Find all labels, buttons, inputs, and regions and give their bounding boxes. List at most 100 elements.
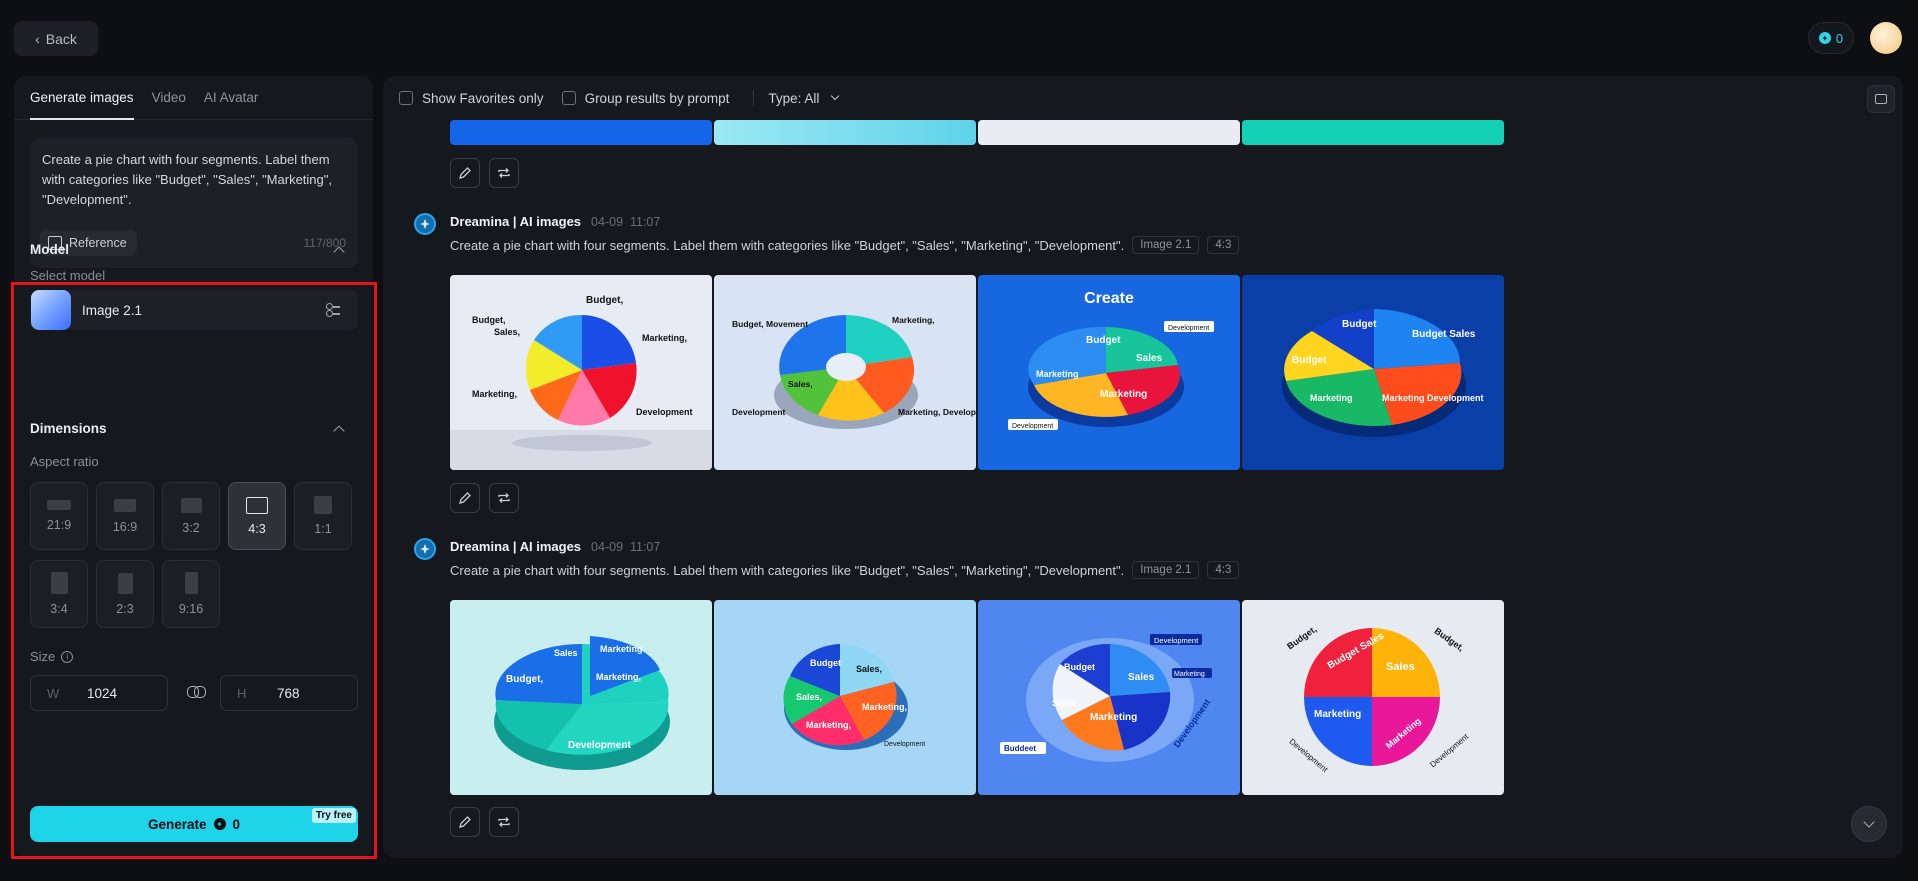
ratio-3-4[interactable]: 3:4 (30, 560, 88, 628)
checkbox[interactable] (399, 91, 413, 105)
ratio-label: 21:9 (46, 518, 72, 532)
ratio-16-9[interactable]: 16:9 (96, 482, 154, 550)
result-image[interactable]: Budget Budget Sales Budget Marketing Mar… (1242, 275, 1504, 470)
ratio-3-2[interactable]: 3:2 (162, 482, 220, 550)
info-icon[interactable]: i (61, 650, 74, 663)
ratio-shape-icon (117, 572, 133, 594)
tab-video[interactable]: Video (151, 90, 186, 105)
result-image[interactable] (978, 120, 1240, 145)
chart-label: Budget, (472, 315, 506, 325)
model-section-title: Model (30, 242, 69, 257)
width-input[interactable]: W 1024 (30, 675, 168, 711)
chart-label: Sales, (494, 327, 520, 337)
result-image[interactable]: Budget, Movement Marketing, Sales, Devel… (714, 275, 976, 470)
collapse-dimensions-icon[interactable] (333, 425, 345, 437)
regenerate-button[interactable] (489, 158, 519, 188)
result-image[interactable]: Budget, Sales Marketing Marketing, Devel… (450, 600, 712, 795)
ratio-shape-icon (47, 500, 71, 510)
credits-badge[interactable]: ✦ 0 (1808, 22, 1854, 54)
credits-count: 0 (1835, 30, 1844, 46)
ratio-1-1[interactable]: 1:1 (294, 482, 352, 550)
chart-label: Sales, (788, 379, 813, 389)
type-filter-dropdown[interactable]: Type: All (768, 91, 840, 106)
ratio-4-3[interactable]: 4:3 (228, 482, 286, 550)
settings-sliders-icon[interactable] (326, 303, 340, 317)
edit-button[interactable] (450, 483, 480, 513)
ratio-label: 2:3 (116, 601, 134, 616)
regenerate-button[interactable] (489, 807, 519, 837)
generation-prompt: Create a pie chart with four segments. L… (450, 236, 1240, 254)
regenerate-button[interactable] (489, 483, 519, 513)
height-input[interactable]: H 768 (220, 675, 358, 711)
generate-label: Generate (147, 816, 207, 832)
pencil-icon (459, 167, 471, 179)
scroll-down-button[interactable] (1851, 806, 1887, 842)
chart-label: Marketing (1174, 671, 1205, 678)
generation-header: Dreamina | AI images 04-09 11:07 (450, 214, 660, 229)
reference-label: Reference (69, 236, 127, 250)
show-favorites-label: Show Favorites only (422, 90, 544, 106)
edit-button[interactable] (450, 158, 480, 188)
ratio-shape-icon (184, 572, 198, 594)
chart-label: Marketing, Development (898, 407, 976, 417)
result-image[interactable]: Budget, Budget Sales Budget, Sales Marke… (1242, 600, 1504, 795)
prompt-textarea[interactable]: Create a pie chart with four segments. L… (30, 138, 358, 268)
ratio-21-9[interactable]: 21:9 (30, 482, 88, 550)
prompt-text[interactable]: Create a pie chart with four segments. L… (450, 237, 1125, 253)
chevron-down-icon (1863, 816, 1875, 828)
group-results-toggle[interactable]: Group results by prompt (561, 90, 730, 106)
ratio-tag: 4:3 (1207, 236, 1240, 254)
reference-button[interactable]: Reference (40, 230, 137, 256)
folder-icon (1875, 94, 1887, 104)
chart-label: Budget, (506, 674, 543, 685)
chart-label: Marketing, (892, 315, 935, 325)
result-image[interactable] (450, 120, 712, 145)
result-image[interactable]: Budget, Budget, Sales, Marketing, Market… (450, 275, 712, 470)
checkbox[interactable] (561, 91, 576, 105)
chart-label: Budget (1086, 335, 1121, 346)
tab-generate-images[interactable]: Generate images (30, 76, 134, 120)
dreamina-logo-icon (414, 213, 436, 235)
avatar[interactable] (1870, 22, 1902, 54)
result-image[interactable] (1242, 120, 1504, 145)
generate-button[interactable]: Generate ✦ 0 Try free (30, 806, 358, 842)
prompt-text: Create a pie chart with four segments. L… (42, 152, 332, 207)
result-image[interactable]: Budget Sales Sales Marketing Development… (978, 600, 1240, 795)
model-selector[interactable]: Image 2.1 (30, 290, 358, 330)
result-image[interactable] (714, 120, 976, 145)
model-thumbnail (31, 290, 71, 330)
chart-label: Marketing, (472, 389, 517, 399)
ratio-shape-icon (180, 497, 202, 513)
folder-button[interactable] (1867, 85, 1895, 113)
edit-button[interactable] (450, 807, 480, 837)
back-button[interactable]: ‹ Back (14, 21, 98, 56)
results-panel: Show Favorites only Group results by pro… (383, 76, 1903, 858)
result-image[interactable]: Budget Sales, Sales, Marketing, Marketin… (714, 600, 976, 795)
chart-label: Budget, Movement (732, 319, 808, 329)
dimensions-section-title: Dimensions (30, 421, 107, 436)
tab-ai-avatar[interactable]: AI Avatar (203, 90, 259, 105)
ratio-label: 16:9 (112, 519, 138, 534)
add-image-icon (48, 236, 66, 256)
char-count: 117/800 (303, 236, 347, 250)
chevron-left-icon: ‹ (35, 30, 40, 47)
ratio-tag: 4:3 (1207, 561, 1240, 579)
prompt-text[interactable]: Create a pie chart with four segments. L… (450, 562, 1125, 578)
generation-prompt: Create a pie chart with four segments. L… (450, 561, 1240, 579)
show-favorites-toggle[interactable]: Show Favorites only (399, 91, 544, 106)
coin-icon: ✦ (1818, 32, 1831, 44)
results-toolbar: Show Favorites only Group results by pro… (383, 76, 1903, 120)
link-icon[interactable] (187, 686, 206, 698)
size-label-text: Size (30, 649, 56, 664)
ratio-9-16[interactable]: 9:16 (162, 560, 220, 628)
chart-label: Sales (1136, 353, 1163, 364)
select-model-label: Select model (30, 268, 106, 283)
chart-label: Marketing, (642, 333, 687, 343)
back-label: Back (45, 30, 77, 47)
size-label: Size i (30, 649, 74, 664)
result-image[interactable]: Create Budget Sales Marketing Marketing … (978, 275, 1240, 470)
group-results-label: Group results by prompt (584, 90, 730, 106)
chart-label: Budget, (586, 295, 623, 306)
chart-label: Development (568, 740, 631, 751)
ratio-2-3[interactable]: 2:3 (96, 560, 154, 628)
